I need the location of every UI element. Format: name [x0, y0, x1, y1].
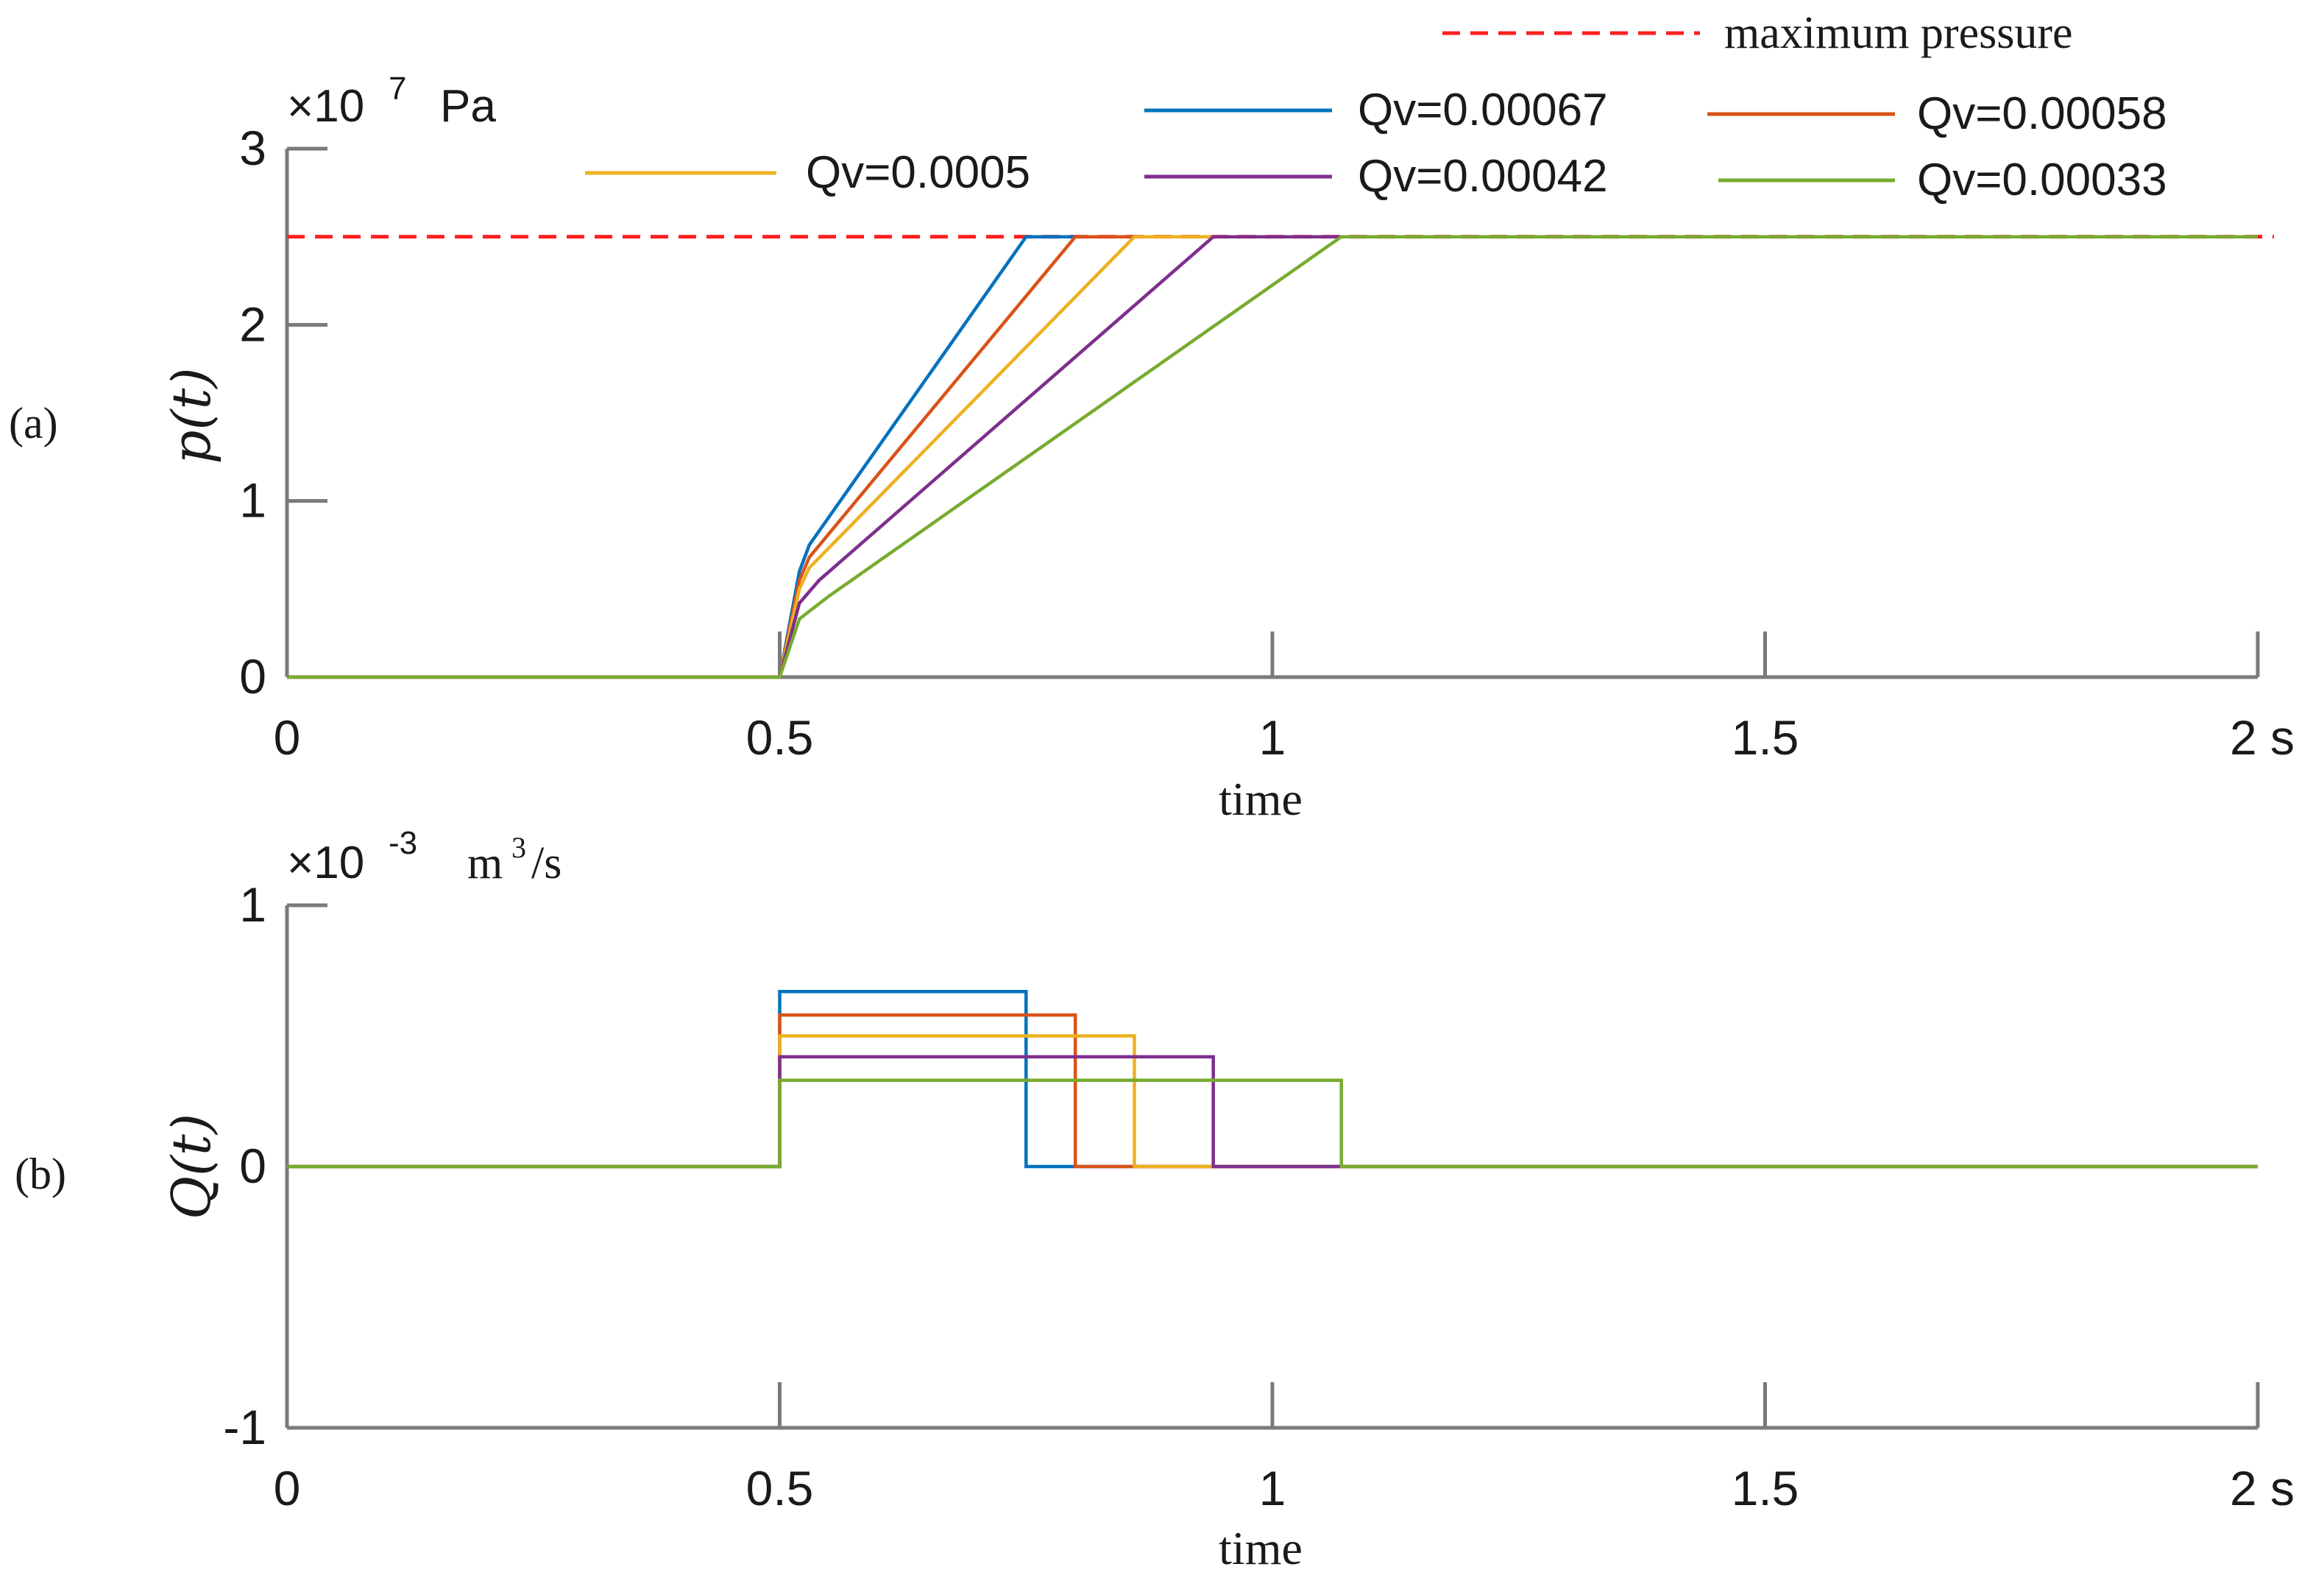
legend-entry-maximum-pressure: maximum pressure: [1442, 8, 2073, 58]
legend-label-qv-0.00033: Qv=0.00033: [1917, 155, 2167, 205]
panel-b-unit-base: m: [467, 838, 503, 888]
panel-a-x-tick-label: 1.5: [1732, 710, 1799, 765]
panel-b-unit-power: 3: [511, 831, 526, 864]
panel-a-x-tick-label: 0.5: [746, 710, 814, 765]
legend-label-qv-0.00042: Qv=0.00042: [1358, 151, 1608, 202]
legend-entry-qv-0.00058: Qv=0.00058: [1707, 88, 2167, 139]
panel-a-pressure-chart: (a) 0 0.5 1 1.5 2 s 0 1 2 3 p(t) time ×10 7 Pa: [9, 71, 2295, 825]
panel-b-tag: (b): [15, 1150, 66, 1198]
panel-a-series-group: [287, 235, 2258, 679]
panel-b-y-tick-label: 1: [239, 877, 266, 932]
panel-b-x-tick-label: 1.5: [1732, 1461, 1799, 1515]
legend-label-qv-0.00058: Qv=0.00058: [1917, 88, 2167, 139]
panel-a-y-tick-label: 3: [239, 121, 266, 175]
panel-a-series-qv-0.0005: [287, 235, 2258, 679]
panel-b-x-tick-label: 0: [274, 1461, 301, 1515]
panel-a-x-tick-label: 0: [274, 710, 301, 765]
panel-a-series-qv-0.00058: [287, 235, 2258, 679]
panel-b-y-axis-label: Q(t): [160, 1114, 222, 1220]
panel-b-series-qv-0.00058: [287, 1013, 2258, 1169]
panel-b-series-qv-0.00042: [287, 1055, 2258, 1169]
panel-b-x-tick-label: 1: [1259, 1461, 1286, 1515]
legend-label-qv-0.0005: Qv=0.0005: [806, 147, 1030, 198]
legend-entry-qv-0.0005: Qv=0.0005: [585, 147, 1030, 198]
legend-entry-qv-0.00067: Qv=0.00067: [1144, 85, 1608, 135]
panel-a-x-tick-label: 1: [1259, 710, 1286, 765]
panel-b-multiplier-text: ×10: [287, 838, 364, 888]
panel-a-multiplier-text: ×10: [287, 81, 364, 132]
panel-b-x-axis-label: time: [1219, 1522, 1303, 1574]
legend-entry-qv-0.00033: Qv=0.00033: [1718, 155, 2167, 205]
panel-a-y-axis-label: p(t): [160, 367, 222, 464]
panel-a-y-tick-label: 2: [239, 297, 266, 351]
panel-a-x-axis-label: time: [1219, 773, 1303, 825]
panel-a-tag: (a): [9, 399, 58, 447]
panel-b-axes: 0 0.5 1 1.5 2 s-101: [223, 877, 2295, 1515]
panel-a-x-tick-label: 2 s: [2230, 710, 2295, 765]
panel-b-flow-chart: (b) 0 0.5 1 1.5 2 s-101 Q(t) time ×10 -3 m 3…: [15, 825, 2295, 1574]
panel-a-y-multiplier: ×10 7 Pa: [287, 71, 496, 132]
panel-b-x-tick-label: 0.5: [746, 1461, 814, 1515]
panel-b-series-qv-0.00033: [287, 1078, 2258, 1169]
panel-b-series-qv-0.0005: [287, 1034, 2258, 1169]
panel-a-series-qv-0.00033: [287, 235, 2258, 679]
legend-entry-qv-0.00042: Qv=0.00042: [1144, 151, 1608, 202]
panel-a-axes: 0 0.5 1 1.5 2 s 0 1 2 3: [239, 121, 2295, 765]
panel-a-y-tick-label: 1: [239, 473, 266, 528]
panel-a-series-qv-0.00042: [287, 235, 2258, 679]
panel-b-y-tick-label: -1: [223, 1400, 266, 1454]
panel-b-series-group: [287, 989, 2258, 1169]
panel-b-y-multiplier: ×10 -3 m 3 /s: [287, 825, 561, 888]
legend-label-qv-0.00067: Qv=0.00067: [1358, 85, 1608, 135]
panel-b-y-tick-label: 0: [239, 1139, 266, 1193]
panel-b-multiplier-exponent: -3: [389, 825, 417, 861]
panel-a-multiplier-exponent: 7: [389, 71, 406, 107]
panel-a-series-qv-0.00067: [287, 235, 2258, 679]
legend-label-maximum-pressure: maximum pressure: [1724, 8, 2073, 58]
panel-a-y-unit: Pa: [440, 81, 496, 132]
panel-b-x-tick-label: 2 s: [2230, 1461, 2295, 1515]
panel-a-y-tick-label: 0: [239, 649, 266, 704]
panel-b-unit-rest: /s: [531, 838, 561, 888]
legend: maximum pressure Qv=0.00067 Qv=0.00058 Q…: [585, 8, 2167, 205]
